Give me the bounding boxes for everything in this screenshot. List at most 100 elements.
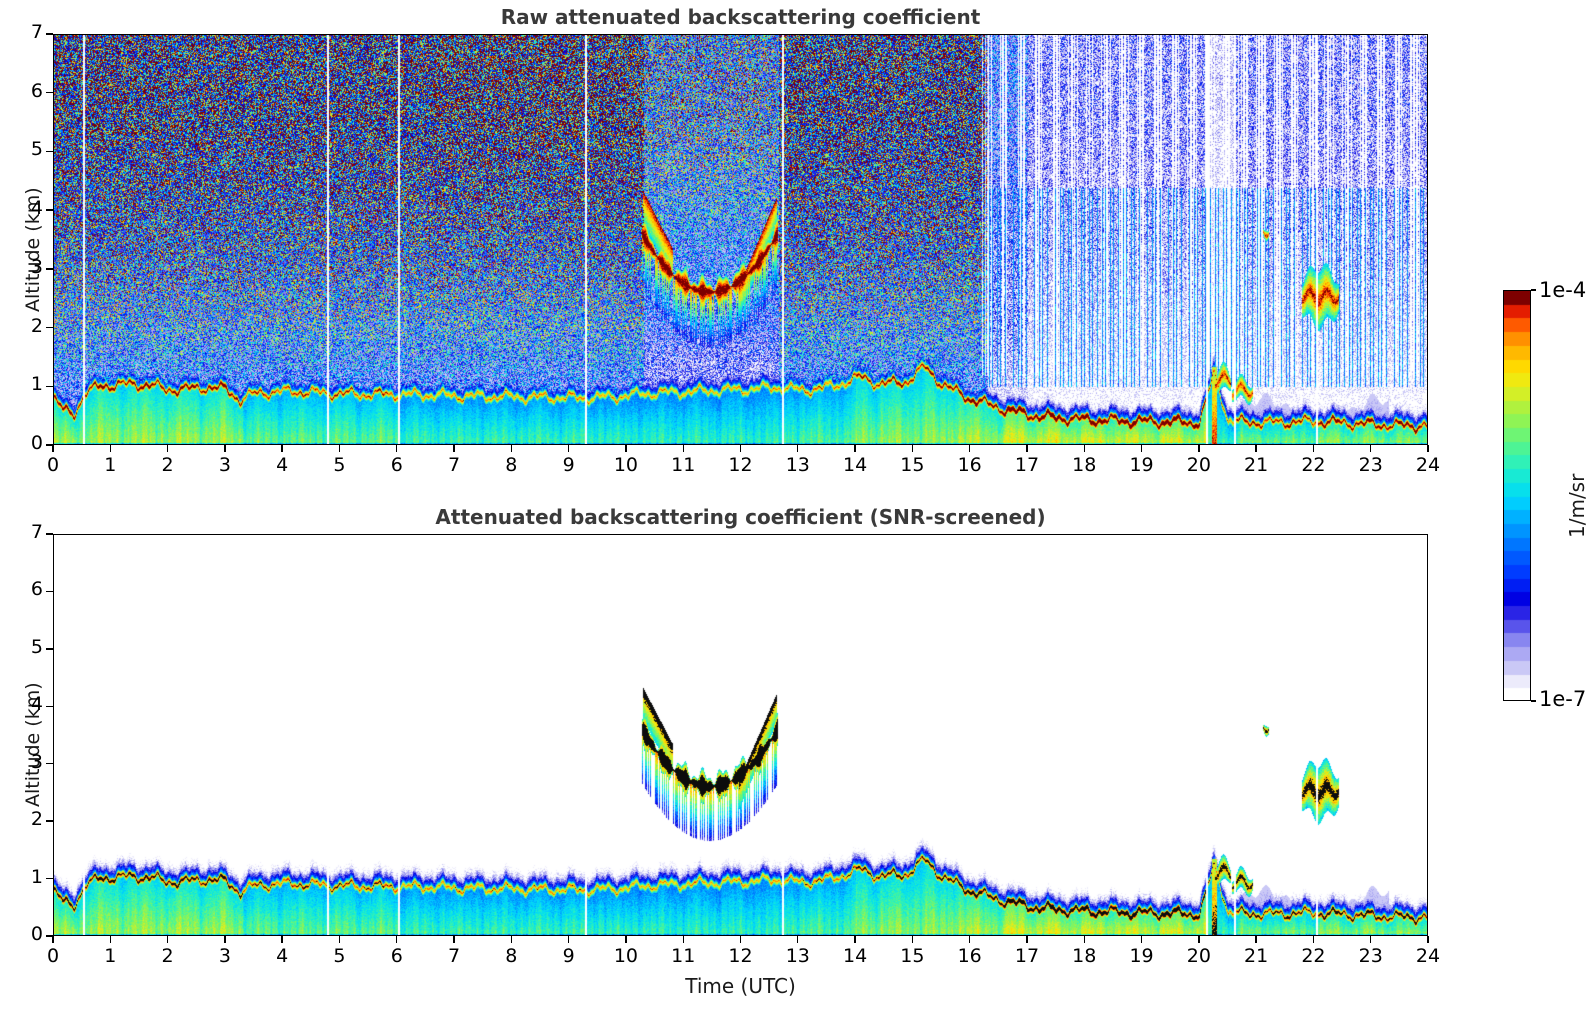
y-tick-mark	[46, 326, 53, 329]
x-tick-label: 9	[562, 945, 575, 967]
x-tick-mark	[52, 445, 54, 452]
y-tick-mark	[46, 150, 53, 153]
x-tick-label: 15	[900, 945, 925, 967]
x-tick-mark	[567, 445, 570, 452]
x-axis-label-screened: Time (UTC)	[685, 974, 796, 998]
x-tick-label: 11	[671, 454, 696, 476]
y-tick-mark	[46, 705, 53, 707]
y-tick-mark	[46, 763, 53, 765]
x-tick-mark	[281, 936, 283, 943]
x-tick-label: 6	[390, 945, 403, 967]
y-tick-mark	[46, 935, 53, 937]
y-tick-mark	[46, 444, 53, 446]
x-tick-mark	[1427, 936, 1429, 943]
x-tick-mark	[854, 445, 856, 452]
x-tick-mark	[338, 445, 341, 452]
x-tick-mark	[911, 936, 914, 943]
x-tick-label: 24	[1415, 945, 1441, 967]
x-tick-mark	[1198, 936, 1200, 943]
heatmap-canvas-raw	[54, 35, 1427, 444]
x-tick-mark	[1312, 445, 1315, 452]
x-tick-mark	[109, 936, 111, 943]
y-tick-mark	[46, 820, 53, 822]
y-tick-label: 4	[30, 197, 43, 220]
x-tick-label: 15	[900, 454, 925, 476]
y-tick-label: 5	[30, 138, 43, 161]
panel-title-screened: Attenuated backscattering coefficient (S…	[435, 505, 1046, 529]
x-tick-label: 10	[613, 454, 638, 476]
x-tick-label: 22	[1301, 945, 1326, 967]
x-tick-label: 8	[505, 454, 518, 476]
x-tick-mark	[224, 445, 226, 452]
x-tick-label: 20	[1186, 454, 1211, 476]
x-tick-mark	[968, 445, 971, 452]
colorbar-max-label: 1e-4	[1539, 278, 1587, 302]
plot-area-screened[interactable]	[53, 534, 1428, 936]
x-tick-mark	[1026, 445, 1028, 452]
y-tick-label: 1	[30, 865, 43, 888]
x-tick-mark	[625, 936, 627, 943]
x-tick-mark	[682, 936, 684, 943]
x-tick-label: 7	[447, 945, 461, 967]
x-tick-label: 8	[505, 945, 518, 967]
x-tick-mark	[338, 936, 341, 943]
y-tick-label: 6	[30, 79, 43, 102]
x-tick-label: 1	[104, 945, 117, 967]
y-tick-mark	[46, 590, 53, 593]
x-tick-label: 20	[1186, 945, 1211, 967]
y-tick-mark	[46, 209, 53, 211]
y-tick-mark	[46, 385, 53, 387]
y-tick-label: 3	[30, 255, 43, 278]
x-tick-label: 2	[161, 945, 174, 967]
x-tick-mark	[1370, 936, 1372, 943]
x-tick-mark	[1255, 445, 1257, 452]
colorbar[interactable]	[1503, 290, 1531, 701]
x-tick-label: 21	[1244, 454, 1269, 476]
x-tick-label: 13	[785, 945, 810, 967]
x-tick-label: 17	[1014, 454, 1040, 476]
x-tick-label: 2	[161, 454, 174, 476]
x-tick-mark	[453, 445, 455, 452]
heatmap-canvas-screened	[54, 535, 1427, 935]
x-tick-label: 22	[1301, 454, 1326, 476]
y-tick-mark	[46, 877, 53, 880]
colorbar-unit-label: 1/m/sr	[1565, 473, 1589, 538]
x-tick-label: 5	[333, 454, 346, 476]
x-tick-label: 18	[1072, 945, 1097, 967]
x-tick-mark	[396, 445, 398, 452]
x-tick-mark	[968, 936, 971, 943]
x-tick-label: 18	[1072, 454, 1097, 476]
y-tick-mark	[46, 92, 53, 94]
x-tick-mark	[797, 445, 799, 452]
x-tick-label: 4	[276, 945, 289, 967]
x-tick-label: 0	[46, 945, 60, 967]
x-tick-mark	[396, 936, 398, 943]
x-tick-label: 19	[1129, 945, 1154, 967]
x-tick-mark	[1312, 936, 1315, 943]
y-axis-label-raw: Altitude (km)	[22, 186, 44, 312]
y-tick-label: 7	[30, 521, 43, 543]
y-tick-label: 2	[30, 314, 43, 337]
y-tick-mark	[46, 33, 53, 35]
x-tick-mark	[1083, 936, 1085, 943]
y-tick-label: 5	[30, 635, 43, 658]
x-tick-mark	[1427, 445, 1429, 452]
x-tick-label: 13	[785, 454, 810, 476]
x-tick-label: 3	[218, 945, 231, 967]
x-tick-label: 9	[562, 454, 575, 476]
x-tick-mark	[166, 445, 169, 452]
plot-area-raw[interactable]	[53, 34, 1428, 445]
x-tick-mark	[281, 445, 283, 452]
y-tick-label: 3	[30, 750, 43, 773]
x-tick-label: 10	[613, 945, 638, 967]
x-tick-mark	[1083, 445, 1085, 452]
x-tick-mark	[1026, 936, 1028, 943]
x-tick-mark	[1140, 445, 1143, 452]
x-tick-mark	[224, 936, 226, 943]
x-tick-mark	[1140, 936, 1143, 943]
x-tick-mark	[911, 445, 914, 452]
y-tick-label: 0	[30, 923, 43, 945]
x-tick-label: 6	[390, 454, 403, 476]
x-tick-label: 16	[957, 945, 982, 967]
x-tick-mark	[625, 445, 627, 452]
